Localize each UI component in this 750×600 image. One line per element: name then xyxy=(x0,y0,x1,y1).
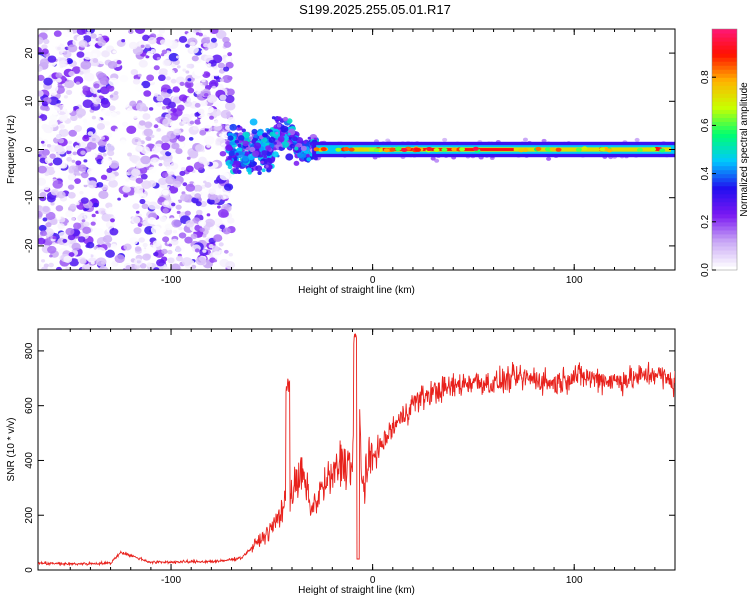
figure-title: S199.2025.255.05.01.R17 xyxy=(299,2,451,17)
colorbar-cell xyxy=(712,241,737,247)
colorbar-tick-label: 0.6 xyxy=(700,118,711,132)
spectrogram-ytick-label: 0 xyxy=(24,146,35,152)
colorbar-cell xyxy=(712,157,737,163)
colorbar-cell xyxy=(712,189,737,195)
colorbar-cell xyxy=(712,89,737,94)
colorbar-label: Normalized spectral amplitude xyxy=(739,82,750,217)
spectrogram-ytick-label: 10 xyxy=(24,95,35,107)
colorbar-cell xyxy=(712,181,737,187)
colorbar-tick-label: 0.2 xyxy=(700,214,711,228)
colorbar-cell xyxy=(712,61,737,66)
colorbar-tick-label: 0.4 xyxy=(700,166,711,180)
colorbar-cell xyxy=(712,249,737,255)
colorbar-cell xyxy=(712,133,737,139)
snr-frame xyxy=(37,328,676,571)
colorbar-cell xyxy=(712,149,737,155)
signal-band-core xyxy=(382,148,514,151)
colorbar-tick-label: 0.8 xyxy=(700,70,711,84)
colorbar-cell xyxy=(712,221,737,227)
colorbar-cell xyxy=(712,177,737,183)
colorbar-cell xyxy=(712,109,737,114)
colorbar-cell xyxy=(712,57,737,62)
colorbar-cell xyxy=(712,121,737,126)
colorbar-cell xyxy=(712,185,737,191)
colorbar-cell xyxy=(712,173,737,179)
colorbar-cell xyxy=(712,261,737,267)
colorbar-cell xyxy=(712,225,737,231)
colorbar-cell xyxy=(712,253,737,259)
snr-ytick-label: 0 xyxy=(24,567,35,573)
colorbar-cell xyxy=(712,77,737,82)
colorbar-cell xyxy=(712,209,737,215)
colorbar-cell xyxy=(712,145,737,151)
snr-ytick-label: 600 xyxy=(24,397,35,414)
colorbar-cell xyxy=(712,105,737,110)
colorbar-cell xyxy=(712,141,737,147)
colorbar-cell xyxy=(712,81,737,86)
colorbar-cell xyxy=(712,37,737,42)
colorbar-cell xyxy=(712,201,737,207)
colorbar-cell xyxy=(712,101,737,106)
colorbar-cell xyxy=(712,129,737,135)
snr-ytick-label: 800 xyxy=(24,342,35,359)
spectrogram-xtick-label: 100 xyxy=(566,275,583,286)
colorbar-tick-label: 0.0 xyxy=(700,263,711,277)
colorbar-cell xyxy=(712,113,737,118)
snr-ytick-label: 200 xyxy=(24,506,35,523)
colorbar-cell xyxy=(712,73,737,78)
colorbar-cell xyxy=(712,165,737,171)
colorbar-cell xyxy=(712,245,737,251)
colorbar-cell xyxy=(712,233,737,239)
spectrogram-xlabel: Height of straight line (km) xyxy=(298,285,415,296)
colorbar-cell xyxy=(712,193,737,199)
snr-ytick-label: 400 xyxy=(24,452,35,469)
colorbar-cell xyxy=(712,265,737,271)
snr-xtick-label: 100 xyxy=(566,575,583,586)
colorbar-frame xyxy=(711,28,738,271)
colorbar-cell xyxy=(712,153,737,159)
colorbar-cell xyxy=(712,65,737,70)
colorbar: 0.0 0.2 0.4 0.6 0.8 Normalized spectral ampli… xyxy=(700,28,750,277)
colorbar-cell xyxy=(712,117,737,122)
colorbar-cell xyxy=(712,125,737,131)
colorbar-cell xyxy=(712,49,737,54)
colorbar-cell xyxy=(712,229,737,235)
spectrogram-image xyxy=(38,29,675,270)
colorbar-cell xyxy=(712,237,737,243)
colorbar-cell xyxy=(712,53,737,58)
colorbar-cell xyxy=(712,205,737,211)
colorbar-cell xyxy=(712,85,737,90)
colorbar-cell xyxy=(712,213,737,219)
colorbar-cell xyxy=(712,161,737,167)
colorbar-cell xyxy=(712,41,737,46)
colorbar-cell xyxy=(712,197,737,203)
colorbar-cell xyxy=(712,33,737,38)
spectrogram-ytick-label: 20 xyxy=(24,47,35,59)
colorbar-cell xyxy=(712,217,737,223)
snr-xtick-label: 0 xyxy=(370,575,376,586)
colorbar-cell xyxy=(712,69,737,74)
spectrogram-ytick-label: -10 xyxy=(24,190,35,205)
spectrogram-xtick-label: 0 xyxy=(370,275,376,286)
colorbar-cell xyxy=(712,29,737,34)
snr-xlabel: Height of straight line (km) xyxy=(298,585,415,596)
snr-line xyxy=(38,332,675,567)
colorbar-cell xyxy=(712,93,737,98)
spectrogram-ylabel: Frequency (Hz) xyxy=(6,115,17,184)
snr-xtick-label: -100 xyxy=(161,575,181,586)
colorbar-cell xyxy=(712,257,737,263)
colorbar-cell xyxy=(712,169,737,175)
spectrogram-xtick-label: -100 xyxy=(161,275,181,286)
colorbar-cell xyxy=(712,137,737,143)
colorbar-cell xyxy=(712,45,737,50)
snr-panel: -100 0 100 0 200 400 600 800 Height of straight … xyxy=(6,328,676,596)
snr-ylabel: SNR (10 * v/v) xyxy=(6,418,17,482)
colorbar-cell xyxy=(712,97,737,102)
spectrogram-ytick-label: -20 xyxy=(24,238,35,253)
